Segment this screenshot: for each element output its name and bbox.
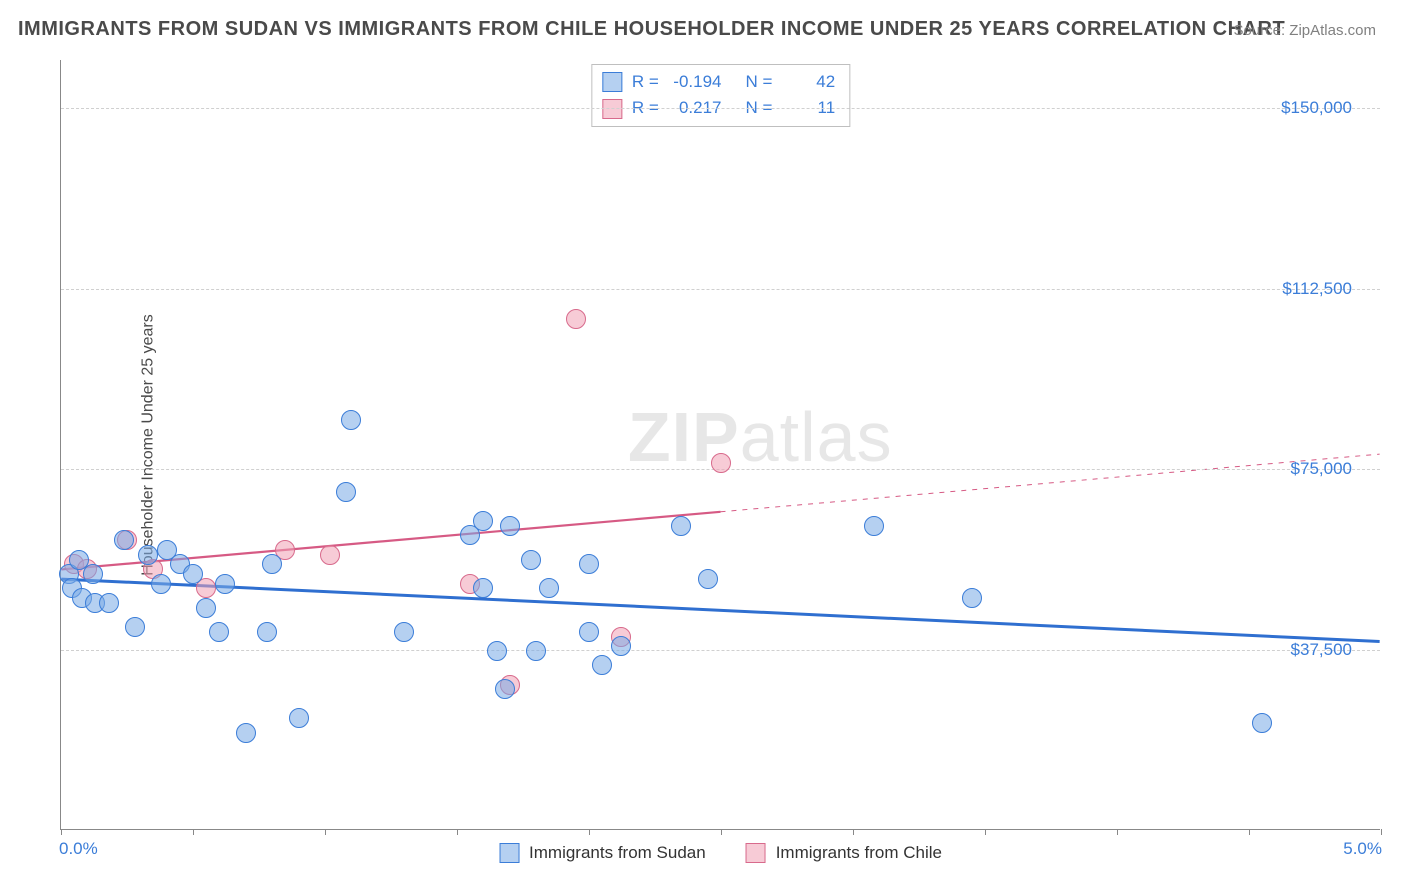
x-tick bbox=[325, 829, 326, 835]
legend-swatch bbox=[602, 72, 622, 92]
y-tick-label: $112,500 bbox=[1282, 279, 1352, 299]
legend-row: R = -0.194N = 42 bbox=[602, 69, 835, 95]
legend-swatch bbox=[746, 843, 766, 863]
point-sudan bbox=[236, 723, 256, 743]
x-tick bbox=[985, 829, 986, 835]
point-sudan bbox=[500, 516, 520, 536]
point-sudan bbox=[289, 708, 309, 728]
legend-label: Immigrants from Chile bbox=[776, 843, 942, 863]
point-chile bbox=[711, 453, 731, 473]
x-tick-max: 5.0% bbox=[1343, 839, 1382, 859]
point-sudan bbox=[209, 622, 229, 642]
y-tick-label: $150,000 bbox=[1281, 98, 1352, 118]
point-sudan bbox=[336, 482, 356, 502]
source-credit: Source: ZipAtlas.com bbox=[1233, 22, 1376, 39]
x-tick bbox=[589, 829, 590, 835]
point-sudan bbox=[341, 410, 361, 430]
point-chile bbox=[320, 545, 340, 565]
x-tick-min: 0.0% bbox=[59, 839, 98, 859]
point-sudan bbox=[138, 545, 158, 565]
legend-swatch bbox=[499, 843, 519, 863]
trend-lines-layer bbox=[61, 60, 1380, 829]
x-tick bbox=[853, 829, 854, 835]
point-sudan bbox=[215, 574, 235, 594]
legend-item: Immigrants from Sudan bbox=[499, 843, 706, 863]
point-sudan bbox=[671, 516, 691, 536]
point-sudan bbox=[183, 564, 203, 584]
x-tick bbox=[61, 829, 62, 835]
point-sudan bbox=[962, 588, 982, 608]
point-sudan bbox=[196, 598, 216, 618]
chart-title: IMMIGRANTS FROM SUDAN VS IMMIGRANTS FROM… bbox=[18, 18, 1285, 41]
point-sudan bbox=[495, 679, 515, 699]
y-tick-label: $37,500 bbox=[1291, 640, 1352, 660]
point-sudan bbox=[521, 550, 541, 570]
point-sudan bbox=[99, 593, 119, 613]
gridline-h bbox=[61, 289, 1380, 290]
point-sudan bbox=[473, 511, 493, 531]
legend-label: Immigrants from Sudan bbox=[529, 843, 706, 863]
point-sudan bbox=[257, 622, 277, 642]
gridline-h bbox=[61, 650, 1380, 651]
point-sudan bbox=[526, 641, 546, 661]
point-sudan bbox=[1252, 713, 1272, 733]
point-sudan bbox=[262, 554, 282, 574]
x-tick bbox=[1117, 829, 1118, 835]
point-sudan bbox=[611, 636, 631, 656]
point-sudan bbox=[539, 578, 559, 598]
point-sudan bbox=[473, 578, 493, 598]
point-sudan bbox=[579, 554, 599, 574]
point-sudan bbox=[125, 617, 145, 637]
correlation-legend: R = -0.194N = 42R = 0.217N = 11 bbox=[591, 64, 850, 127]
point-sudan bbox=[592, 655, 612, 675]
point-sudan bbox=[698, 569, 718, 589]
point-sudan bbox=[864, 516, 884, 536]
point-sudan bbox=[114, 530, 134, 550]
x-tick bbox=[1381, 829, 1382, 835]
watermark: ZIPatlas bbox=[628, 397, 893, 477]
point-sudan bbox=[487, 641, 507, 661]
gridline-h bbox=[61, 108, 1380, 109]
point-sudan bbox=[394, 622, 414, 642]
x-tick bbox=[457, 829, 458, 835]
x-tick bbox=[193, 829, 194, 835]
series-legend: Immigrants from Sudan Immigrants from Chi… bbox=[499, 843, 942, 863]
x-tick bbox=[721, 829, 722, 835]
plot-area: ZIPatlas R = -0.194N = 42R = 0.217N = 11… bbox=[60, 60, 1380, 830]
x-tick bbox=[1249, 829, 1250, 835]
point-sudan bbox=[83, 564, 103, 584]
point-sudan bbox=[579, 622, 599, 642]
legend-item: Immigrants from Chile bbox=[746, 843, 942, 863]
point-sudan bbox=[151, 574, 171, 594]
point-chile bbox=[566, 309, 586, 329]
y-tick-label: $75,000 bbox=[1291, 459, 1352, 479]
